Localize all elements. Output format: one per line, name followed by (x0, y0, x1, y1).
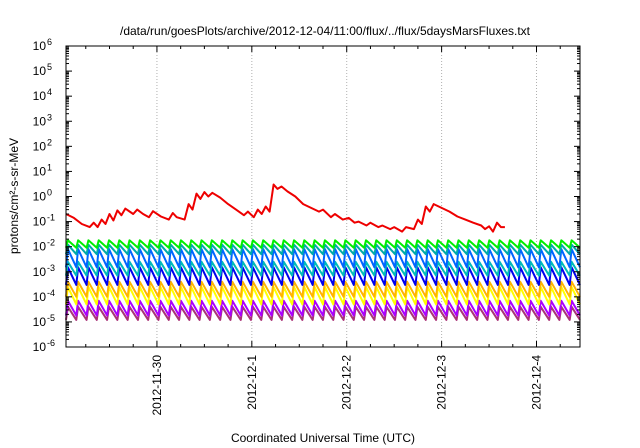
x-tick-label: 2012-12-1 (245, 355, 259, 410)
x-tick-label: 2012-12-4 (530, 355, 544, 410)
y-tick-label: 10 (33, 39, 47, 53)
y-tick-exponent: -2 (47, 238, 55, 248)
y-tick-label: 10 (33, 265, 47, 279)
y-tick-label: 10 (33, 89, 47, 103)
x-axis-label: Coordinated Universal Time (UTC) (231, 431, 415, 445)
y-tick-exponent: -3 (47, 263, 55, 273)
x-tick-label: 2012-12-3 (435, 355, 449, 410)
x-axis: 2012-11-30 2012-12-1 2012-12-2 2012-12-3 201… (85, 46, 561, 416)
y-tick-label: 10 (33, 340, 47, 354)
y-tick-label: 10 (33, 164, 47, 178)
y-tick-label: 10 (33, 114, 47, 128)
periodic-series-line (65, 243, 581, 256)
main-series-line (65, 183, 505, 233)
periodic-series-line (65, 260, 581, 277)
y-tick-label: 10 (33, 190, 47, 204)
y-tick-exponent: -4 (47, 288, 55, 298)
periodic-series-line (65, 280, 581, 298)
y-tick-exponent: 4 (47, 87, 52, 97)
y-tick-exponent: 0 (47, 188, 52, 198)
y-tick-exponent: 2 (47, 137, 52, 147)
y-tick-label: 10 (33, 64, 47, 78)
y-tick-label: 10 (33, 139, 47, 153)
y-tick-exponent: -1 (47, 213, 55, 223)
periodic-series-line (65, 248, 581, 269)
y-axis: 10 -610 -510 -410 -310 -210 -110 010 110 210 310 41… (33, 37, 580, 354)
periodic-series-line (65, 299, 581, 317)
series-group (65, 183, 581, 321)
y-tick-label: 10 (33, 315, 47, 329)
y-tick-label: 10 (33, 240, 47, 254)
y-tick-label: 10 (33, 215, 47, 229)
y-tick-exponent: 1 (47, 162, 52, 172)
y-tick-exponent: 6 (47, 37, 52, 47)
chart-title: /data/run/goesPlots/archive/2012-12-04/1… (120, 24, 531, 38)
x-tick-label: 2012-11-30 (150, 355, 164, 416)
y-tick-label: 10 (33, 290, 47, 304)
y-tick-exponent: 5 (47, 62, 52, 72)
x-tick-label: 2012-12-2 (340, 355, 354, 410)
y-axis-label: protons/cm²-s-sr-MeV (7, 138, 21, 254)
y-tick-exponent: -6 (47, 338, 55, 348)
periodic-series-line (65, 239, 581, 249)
grid-lines (156, 46, 538, 347)
y-tick-exponent: -5 (47, 313, 55, 323)
y-tick-exponent: 3 (47, 112, 52, 122)
